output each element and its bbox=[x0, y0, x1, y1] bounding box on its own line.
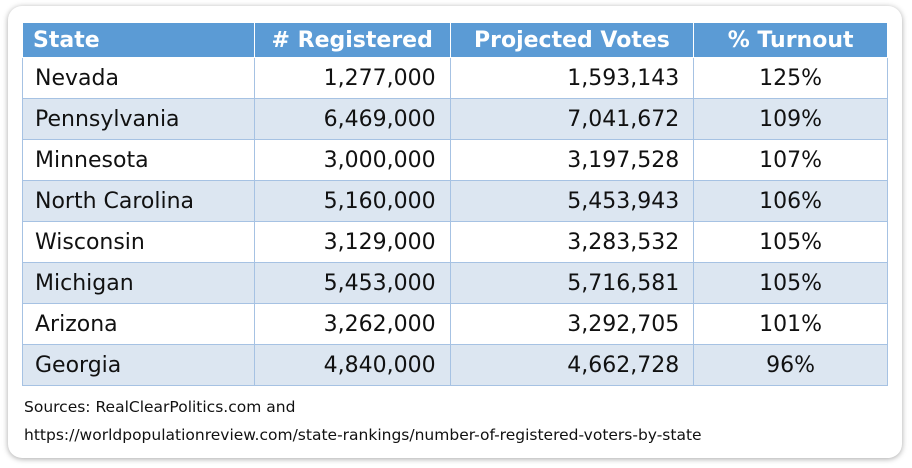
header-cell: State bbox=[22, 22, 255, 58]
table-cell: 3,000,000 bbox=[253, 139, 451, 181]
table-cell: 1,277,000 bbox=[253, 57, 451, 99]
table-cell: 7,041,672 bbox=[449, 98, 695, 140]
source-line: https://worldpopulationreview.com/state-… bbox=[24, 426, 702, 444]
table-cell: 5,160,000 bbox=[253, 180, 451, 222]
table-row: Nevada 1,277,000 1,593,143 125% bbox=[22, 57, 888, 99]
table: State # Registered Projected Votes% Turnou… bbox=[22, 22, 888, 386]
table-cell: 101% bbox=[693, 303, 888, 345]
table-cell: Michigan bbox=[22, 262, 255, 304]
table-body: Nevada 1,277,000 1,593,143 125% Pennsylvania… bbox=[22, 57, 888, 386]
source-line: Sources: RealClearPolitics.com and bbox=[24, 398, 296, 416]
table-cell: 5,453,943 bbox=[449, 180, 695, 222]
table-cell: 3,262,000 bbox=[253, 303, 451, 345]
table-cell: Georgia bbox=[22, 344, 255, 386]
table-cell: 125% bbox=[693, 57, 888, 99]
table-row: Michigan 5,453,000 5,716,581 105% bbox=[22, 262, 888, 304]
table-cell: 3,129,000 bbox=[253, 221, 451, 263]
table-cell: Arizona bbox=[22, 303, 255, 345]
table-cell: 5,453,000 bbox=[253, 262, 451, 304]
table-cell: 96% bbox=[693, 344, 888, 386]
header-cell: Projected Votes bbox=[449, 22, 695, 58]
table-cell: 3,197,528 bbox=[449, 139, 695, 181]
table-cell: Wisconsin bbox=[22, 221, 255, 263]
table-cell: 4,840,000 bbox=[253, 344, 451, 386]
header-row: State # Registered Projected Votes% Turnou… bbox=[22, 22, 888, 58]
table-cell: Nevada bbox=[22, 57, 255, 99]
table-cell: 5,716,581 bbox=[449, 262, 695, 304]
table-cell: 105% bbox=[693, 221, 888, 263]
card: State # Registered Projected Votes% Turnou… bbox=[8, 6, 902, 458]
table-cell: 107% bbox=[693, 139, 888, 181]
table-cell: Pennsylvania bbox=[22, 98, 255, 140]
table-row: Pennsylvania 6,469,000 7,041,672 109% bbox=[22, 98, 888, 140]
table-cell: 3,283,532 bbox=[449, 221, 695, 263]
table-cell: North Carolina bbox=[22, 180, 255, 222]
table-cell: 1,593,143 bbox=[449, 57, 695, 99]
table-cell: Minnesota bbox=[22, 139, 255, 181]
table-row: Minnesota 3,000,000 3,197,528 107% bbox=[22, 139, 888, 181]
table-row: North Carolina 5,160,000 5,453,943 106% bbox=[22, 180, 888, 222]
table-row: Georgia 4,840,000 4,662,728 96% bbox=[22, 344, 888, 386]
table-cell: 105% bbox=[693, 262, 888, 304]
header-cell: # Registered bbox=[253, 22, 451, 58]
table-cell: 6,469,000 bbox=[253, 98, 451, 140]
table-row: Arizona 3,262,000 3,292,705 101% bbox=[22, 303, 888, 345]
table-cell: 4,662,728 bbox=[449, 344, 695, 386]
table-row: Wisconsin 3,129,000 3,283,532 105% bbox=[22, 221, 888, 263]
table-cell: 106% bbox=[693, 180, 888, 222]
header-cell: % Turnout bbox=[693, 22, 888, 58]
table-cell: 109% bbox=[693, 98, 888, 140]
table-cell: 3,292,705 bbox=[449, 303, 695, 345]
